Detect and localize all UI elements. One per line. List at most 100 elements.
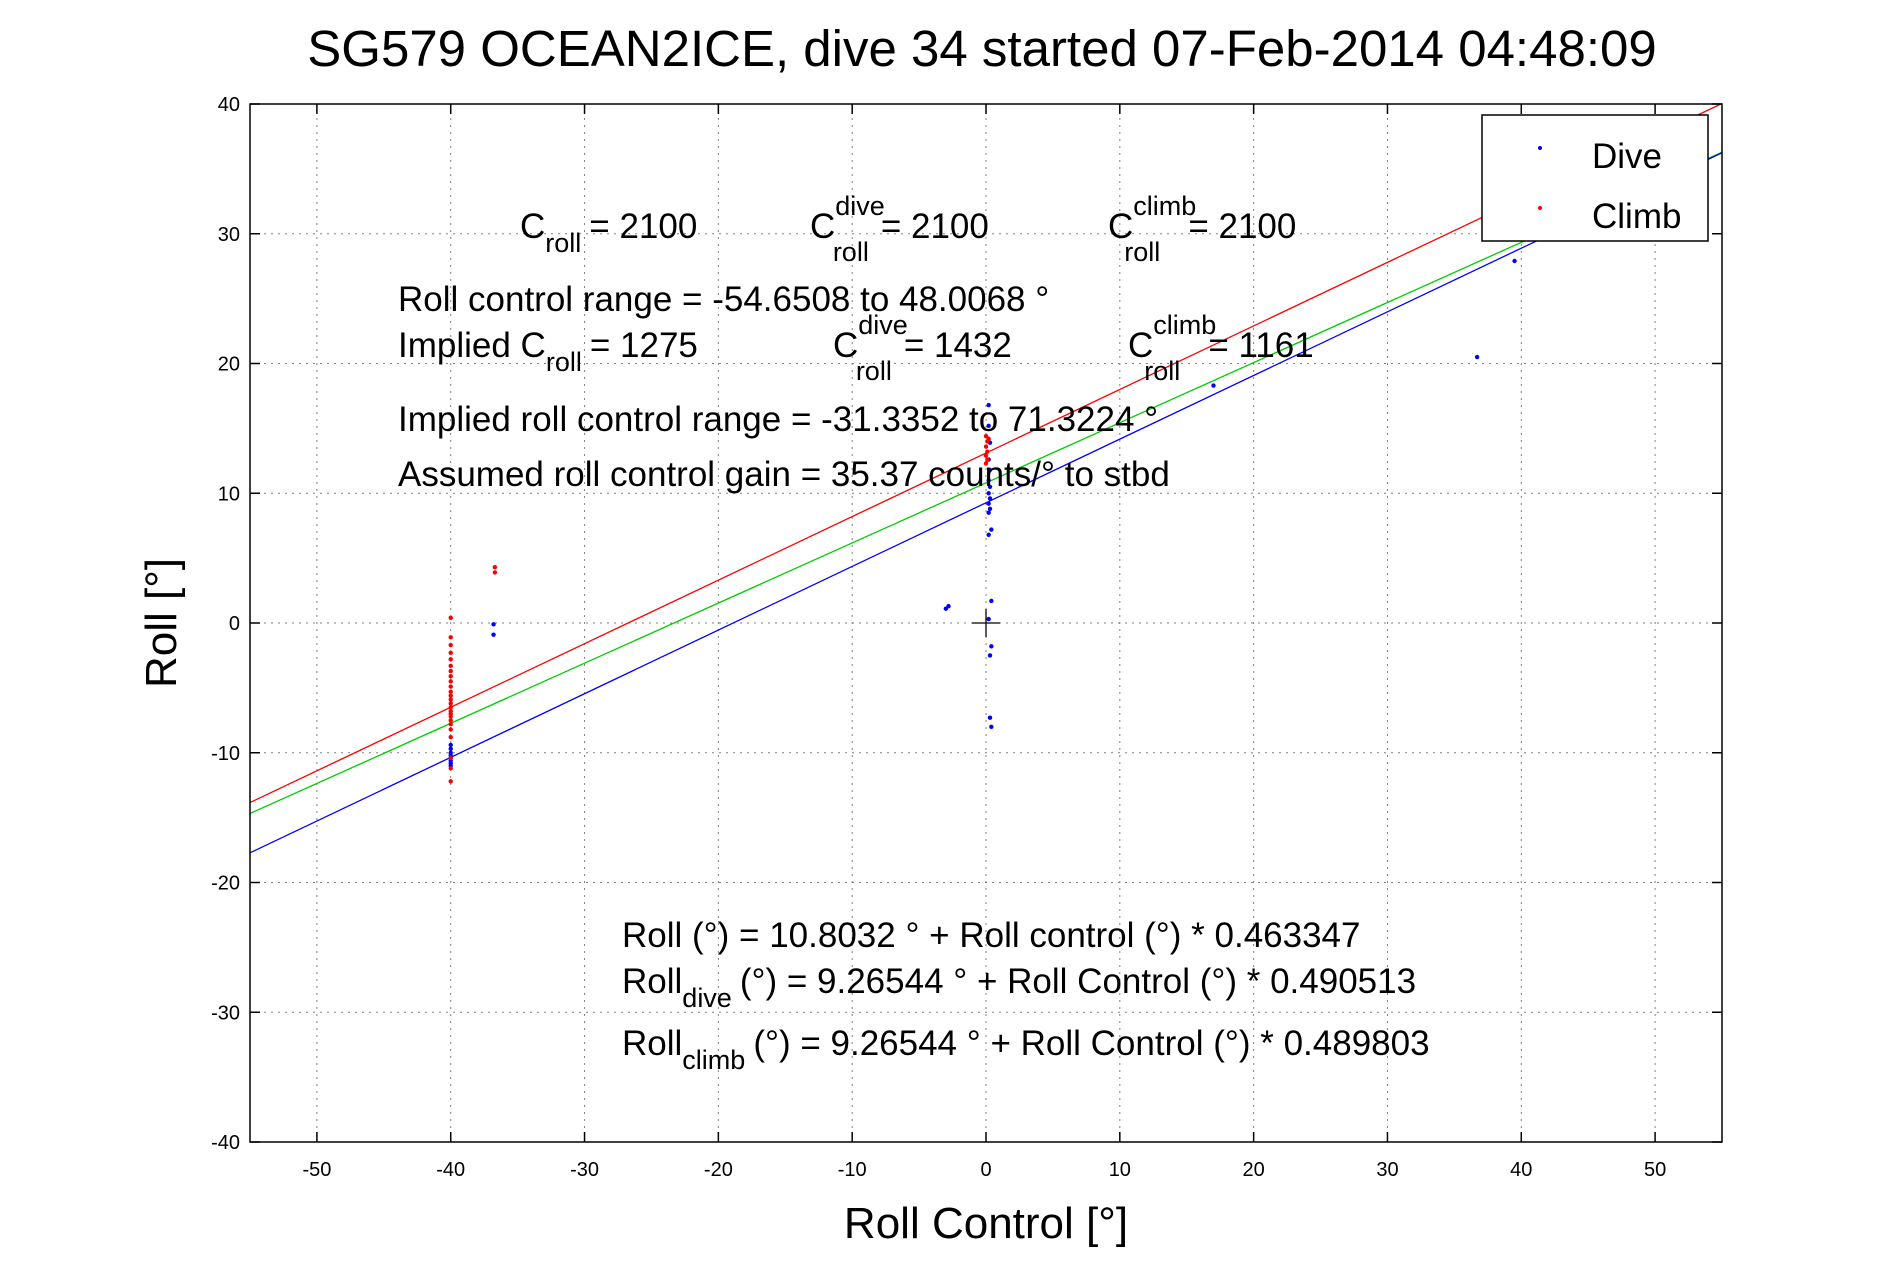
legend-marker-climb (1538, 206, 1542, 210)
annotation-fit-climb: Rollclimb (°) = 9.26544 ° + Roll Control … (622, 1024, 1430, 1075)
data-point-climb (448, 635, 453, 640)
data-point-climb (448, 779, 453, 784)
y-tick-label: 20 (218, 354, 240, 376)
data-point-dive (989, 724, 994, 729)
y-tick-label: -30 (211, 1002, 240, 1024)
data-point-climb (448, 766, 453, 771)
x-tick-label: -10 (838, 1159, 867, 1181)
data-point-climb (492, 570, 498, 575)
annotation-fit-dive: Rolldive (°) = 9.26544 ° + Roll Control (… (622, 962, 1416, 1013)
data-point-climb (448, 727, 453, 732)
data-point-dive (491, 632, 496, 637)
data-point-climb (448, 657, 453, 662)
data-point-climb (448, 734, 453, 740)
x-tick-label: 20 (1243, 1159, 1265, 1181)
x-tick-label: 0 (980, 1159, 991, 1181)
data-point-dive (987, 496, 993, 501)
annotation-implied-c-roll: Implied Croll = 1275 (398, 326, 698, 377)
data-point-climb (448, 642, 453, 648)
x-axis-label: Roll Control [°] (844, 1199, 1128, 1248)
x-tick-label: -40 (436, 1159, 465, 1181)
data-point-climb (448, 714, 453, 719)
data-point-dive (986, 402, 991, 408)
data-point-dive (946, 603, 951, 609)
data-point-dive (989, 527, 994, 532)
x-tick-label: 30 (1376, 1159, 1398, 1181)
data-point-dive (448, 742, 453, 748)
annotation-c-roll: Croll = 2100 (520, 207, 697, 258)
x-tick-label: -20 (704, 1159, 733, 1181)
data-point-climb (448, 755, 453, 761)
x-tick-label: -30 (570, 1159, 599, 1181)
data-point-climb (983, 453, 989, 458)
data-point-dive (986, 478, 991, 483)
y-tick-label: -10 (211, 743, 240, 765)
y-tick-label: -40 (211, 1132, 240, 1154)
annotation-assumed-gain: Assumed roll control gain = 35.37 counts… (398, 455, 1170, 494)
legend: Dive Climb (1481, 114, 1709, 242)
data-point-dive (1474, 354, 1480, 360)
data-point-dive (989, 598, 994, 604)
chart-title: SG579 OCEAN2ICE, dive 34 started 07-Feb-… (307, 20, 1656, 77)
data-point-climb (448, 718, 453, 723)
y-axis-ticks: -40 -30 -20 -10 0 10 20 30 40 (211, 94, 1722, 1154)
x-tick-label: 40 (1510, 1159, 1532, 1181)
x-tick-label: 50 (1644, 1159, 1666, 1181)
data-point-dive (1512, 258, 1517, 264)
data-point-climb (986, 436, 991, 441)
x-axis-ticks: -50 -40 -30 -20 -10 0 10 20 30 40 50 (302, 104, 1666, 1181)
y-tick-label: 30 (218, 224, 240, 246)
data-point-dive (491, 622, 496, 627)
data-point-climb (448, 673, 453, 679)
data-point-climb (985, 449, 990, 454)
annotation-c-roll-climb: Cclimb roll= 2100 (1108, 191, 1296, 267)
data-point-climb (983, 444, 989, 449)
y-tick-label: 10 (218, 483, 240, 505)
data-point-climb (492, 565, 498, 570)
data-point-dive (986, 491, 991, 496)
annotation-implied-c-roll-climb: Cclimb roll= 1161 (1128, 310, 1314, 386)
fit-line (249, 152, 1723, 854)
legend-label-dive: Dive (1592, 137, 1662, 176)
data-point-dive (987, 467, 993, 473)
x-tick-label: -50 (302, 1159, 331, 1181)
annotation-implied-c-roll-dive: Cdive roll= 1432 (833, 310, 1012, 386)
data-point-dive (989, 644, 994, 649)
y-tick-label: 0 (229, 613, 240, 635)
data-point-climb (448, 650, 453, 656)
y-tick-label: -20 (211, 873, 240, 895)
annotation-implied-range: Implied roll control range = -31.3352 to… (398, 400, 1158, 439)
legend-label-climb: Climb (1592, 197, 1681, 236)
y-axis-label: Roll [°] (137, 558, 186, 688)
data-point-climb (448, 689, 453, 694)
data-point-dive (448, 746, 453, 752)
data-point-climb (448, 663, 453, 669)
data-point-dive (1211, 383, 1216, 388)
data-point-climb (448, 668, 453, 674)
legend-marker-dive (1538, 146, 1542, 150)
annotation-fit-all: Roll (°) = 10.8032 ° + Roll control (°) … (622, 916, 1361, 955)
data-point-climb (448, 701, 453, 706)
data-point-climb (448, 679, 453, 684)
fit-line (249, 103, 1722, 804)
data-point-dive (987, 506, 993, 512)
data-point-dive (986, 501, 991, 506)
data-point-dive (986, 616, 991, 622)
data-point-climb (448, 693, 453, 698)
legend-box (1481, 114, 1709, 242)
data-point-dive (987, 484, 993, 489)
y-tick-label: 40 (218, 94, 240, 116)
data-point-climb (448, 615, 453, 621)
x-tick-label: 10 (1109, 1159, 1131, 1181)
data-point-dive (987, 653, 993, 658)
annotations: Croll = 2100 Cdive roll= 2100 Cclimb roll= … (398, 191, 1430, 1075)
annotation-roll-control-range: Roll control range = -54.6508 to 48.0068… (398, 280, 1049, 319)
data-point-climb (448, 697, 453, 702)
data-point-climb (983, 461, 989, 466)
data-point-climb (448, 705, 453, 710)
fit-lines (249, 103, 1723, 854)
data-point-climb (985, 457, 990, 462)
data-point-dive (987, 715, 993, 720)
data-point-climb (448, 684, 453, 689)
data-point-dive (986, 423, 991, 428)
